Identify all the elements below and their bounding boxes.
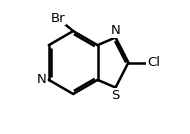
Text: Cl: Cl [147, 56, 160, 69]
Text: N: N [37, 73, 47, 86]
Text: Br: Br [50, 12, 65, 25]
Text: N: N [111, 24, 120, 37]
Text: S: S [111, 88, 120, 101]
